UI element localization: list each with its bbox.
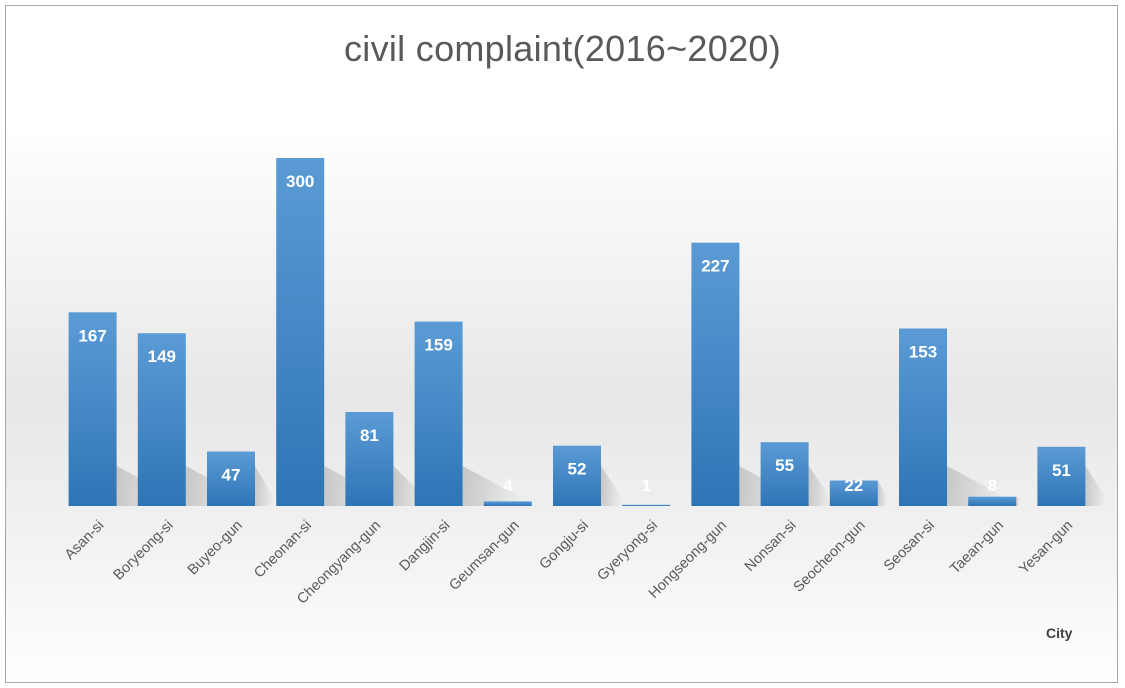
bar-shadow [1016,496,1020,506]
data-label: 81 [360,426,379,445]
data-label: 52 [568,460,587,479]
data-label: 51 [1052,461,1071,480]
bar-taean-gun [968,496,1017,506]
data-label: 159 [424,336,452,355]
bar-shadow [808,466,831,506]
chart-plot: 167 149 47 300 81 159 4 52 1 227 55 22 153 8 51 Asan-s… [62,158,1107,608]
x-axis-title: City [1046,625,1073,641]
x-tick-label: Boryeong-si [111,518,177,584]
x-tick-label: Seocheon-gun [791,518,869,596]
data-label: 300 [286,172,314,191]
x-tick-label: Cheonan-si [251,518,315,582]
bar-cheongyang-gun [345,412,394,506]
bar-cheonan-si [276,158,325,506]
bar-shadow [947,466,1007,506]
data-label: 167 [78,326,106,345]
bar-gongju-si [553,445,601,506]
x-tick-label: Yesan-gun [1016,518,1076,578]
bar-shadow [462,466,523,506]
bar-seosan-si [899,328,947,506]
bar-boryeong-si [137,333,186,506]
chart-area: civil complaint(2016~2020) 167 149 47 300 81… [5,5,1118,683]
bar-seocheon-gun [829,480,878,506]
bar-shadow [601,466,623,506]
data-label: 22 [844,476,863,495]
bar-buyeo-gun [207,451,255,506]
data-label: 8 [987,476,996,495]
x-tick-label: Taean-gun [947,518,1007,578]
x-tick-label: Asan-si [62,518,108,564]
x-tick-label: Gongju-si [537,518,592,573]
data-label: 4 [503,476,513,495]
bar-asan-si [68,312,117,506]
bar-shadow [1085,466,1107,506]
bar-shadow [255,466,275,506]
chart-title: civil complaint(2016~2020) [343,28,782,69]
data-label: 55 [775,456,794,475]
data-label: 1 [641,476,650,495]
x-tick-label: Nonsan-si [742,518,799,575]
bar-shadow [877,480,887,506]
bar-nonsan-si [760,442,809,506]
bar-geumsan-gun [483,501,532,506]
data-label: 227 [701,257,729,276]
data-label: 47 [222,466,241,485]
bar-yesan-gun [1037,446,1086,506]
data-label: 153 [909,343,937,362]
x-tick-label: Buyeo-gun [185,518,246,579]
x-tick-label: Dangjin-si [397,518,454,575]
x-tick-label: Seosan-si [881,518,938,575]
x-tick-label: Gyeryong-si [594,518,661,585]
data-label: 149 [148,347,176,366]
bar-gyeryong-si [622,504,671,506]
bar-dangjin-si [414,321,463,506]
bar-hongseong-gun [691,242,740,506]
x-tick-label: Geumsan-gun [446,518,522,594]
